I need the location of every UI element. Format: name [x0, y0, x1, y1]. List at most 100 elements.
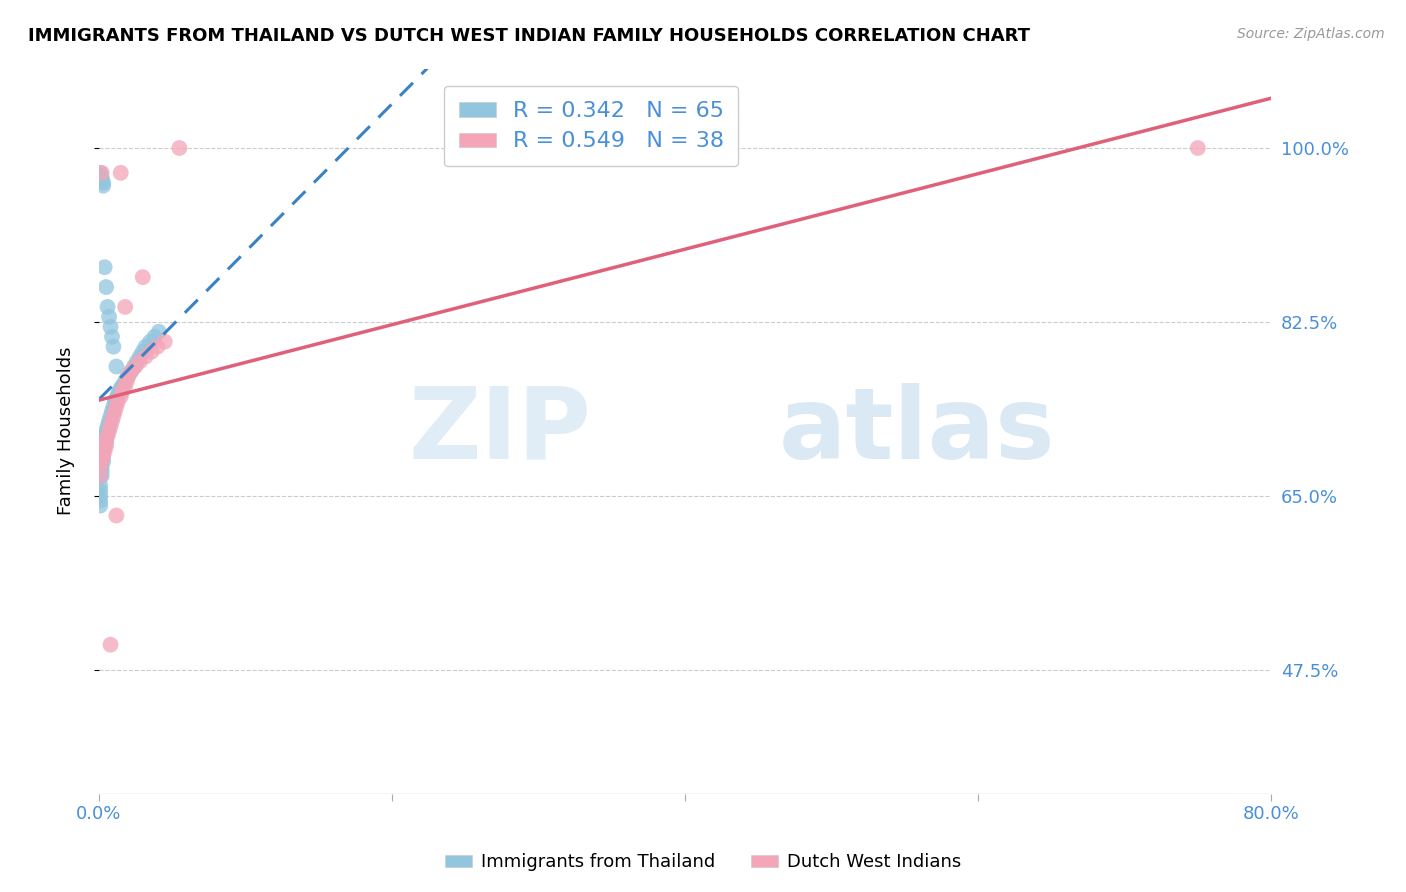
Point — [94, 429, 117, 443]
Point — [100, 414, 122, 428]
Point — [104, 394, 127, 409]
Point — [103, 409, 125, 424]
Point — [128, 354, 150, 368]
Point — [100, 638, 122, 652]
Text: atlas: atlas — [779, 383, 1056, 480]
Point — [108, 384, 131, 399]
Point — [94, 439, 117, 453]
Point — [105, 392, 128, 406]
Point — [93, 434, 115, 448]
Point — [89, 499, 111, 513]
Point — [100, 419, 122, 434]
Point — [91, 449, 114, 463]
Point — [120, 364, 142, 378]
Point — [91, 176, 114, 190]
Point — [90, 458, 112, 473]
Point — [135, 340, 157, 354]
Point — [105, 399, 128, 413]
Point — [89, 468, 111, 483]
Point — [91, 449, 114, 463]
Point — [90, 166, 112, 180]
Point — [122, 359, 145, 374]
Point — [98, 419, 121, 434]
Point — [90, 449, 112, 463]
Point — [97, 429, 120, 443]
Point — [100, 319, 122, 334]
Point — [90, 173, 112, 187]
Point — [111, 379, 134, 393]
Point — [143, 329, 166, 343]
Point — [120, 364, 142, 378]
Point — [114, 375, 136, 389]
Point — [91, 178, 114, 193]
Point — [107, 394, 129, 409]
Point — [91, 454, 114, 468]
Point — [1187, 141, 1209, 155]
Point — [97, 424, 120, 438]
Point — [90, 454, 112, 468]
Point — [89, 166, 111, 180]
Point — [117, 369, 139, 384]
Point — [110, 166, 132, 180]
Point — [89, 458, 111, 473]
Point — [148, 325, 170, 339]
Point — [135, 350, 157, 364]
Point — [169, 141, 191, 155]
Point — [93, 260, 115, 275]
Point — [89, 169, 111, 183]
Point — [110, 381, 132, 395]
Point — [112, 377, 135, 392]
Point — [89, 489, 111, 503]
Point — [128, 350, 150, 364]
Point — [94, 280, 117, 294]
Point — [115, 371, 138, 385]
Text: IMMIGRANTS FROM THAILAND VS DUTCH WEST INDIAN FAMILY HOUSEHOLDS CORRELATION CHAR: IMMIGRANTS FROM THAILAND VS DUTCH WEST I… — [28, 27, 1031, 45]
Point — [94, 434, 117, 448]
Point — [93, 439, 115, 453]
Point — [103, 404, 125, 418]
Point — [103, 340, 125, 354]
Point — [89, 458, 111, 473]
Point — [98, 414, 121, 428]
Point — [97, 300, 120, 314]
Point — [153, 334, 176, 349]
Point — [89, 468, 111, 483]
Point — [100, 409, 122, 424]
Point — [97, 419, 120, 434]
Point — [132, 344, 155, 359]
Y-axis label: Family Households: Family Households — [58, 347, 75, 516]
Point — [93, 444, 115, 458]
Legend: Immigrants from Thailand, Dutch West Indians: Immigrants from Thailand, Dutch West Ind… — [437, 847, 969, 879]
Point — [110, 389, 132, 403]
Point — [146, 340, 169, 354]
Point — [105, 508, 128, 523]
Point — [90, 170, 112, 185]
Point — [101, 404, 124, 418]
Point — [98, 424, 121, 438]
Point — [90, 454, 112, 468]
Point — [139, 334, 162, 349]
Point — [124, 359, 146, 374]
Point — [107, 387, 129, 401]
Point — [114, 300, 136, 314]
Point — [101, 414, 124, 428]
Point — [101, 329, 124, 343]
Point — [104, 404, 127, 418]
Text: Source: ZipAtlas.com: Source: ZipAtlas.com — [1237, 27, 1385, 41]
Text: ZIP: ZIP — [408, 383, 591, 480]
Point — [105, 359, 128, 374]
Point — [125, 354, 148, 368]
Point — [91, 444, 114, 458]
Point — [93, 439, 115, 453]
Point — [114, 379, 136, 393]
Point — [91, 444, 114, 458]
Legend: R = 0.342   N = 65, R = 0.549   N = 38: R = 0.342 N = 65, R = 0.549 N = 38 — [444, 87, 738, 166]
Point — [89, 493, 111, 508]
Point — [111, 384, 134, 399]
Point — [90, 464, 112, 478]
Point — [132, 270, 155, 285]
Point — [90, 449, 112, 463]
Point — [103, 399, 125, 413]
Point — [115, 375, 138, 389]
Point — [117, 369, 139, 384]
